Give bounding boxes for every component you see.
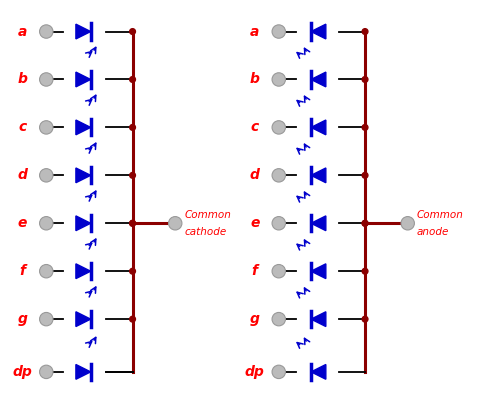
Text: g: g: [250, 312, 260, 326]
Polygon shape: [76, 168, 90, 183]
Circle shape: [40, 264, 53, 278]
Text: b: b: [250, 72, 260, 86]
Polygon shape: [76, 264, 90, 279]
Polygon shape: [76, 365, 90, 379]
Text: c: c: [250, 121, 259, 134]
Text: Common: Common: [417, 210, 464, 220]
Circle shape: [130, 221, 136, 226]
Circle shape: [401, 216, 414, 230]
Circle shape: [272, 365, 285, 379]
Polygon shape: [76, 24, 90, 39]
Circle shape: [40, 313, 53, 326]
Polygon shape: [311, 264, 326, 279]
Text: d: d: [250, 169, 260, 183]
Text: Common: Common: [184, 210, 231, 220]
Circle shape: [362, 221, 368, 226]
Polygon shape: [311, 216, 326, 230]
Circle shape: [40, 25, 53, 38]
Circle shape: [130, 28, 136, 34]
Text: a: a: [250, 24, 260, 38]
Circle shape: [130, 221, 136, 226]
Text: anode: anode: [417, 227, 449, 237]
Circle shape: [362, 125, 368, 130]
Circle shape: [40, 73, 53, 86]
Circle shape: [362, 316, 368, 322]
Circle shape: [40, 365, 53, 379]
Polygon shape: [311, 72, 326, 87]
Text: f: f: [20, 264, 26, 278]
Polygon shape: [311, 24, 326, 39]
Circle shape: [272, 264, 285, 278]
Circle shape: [168, 216, 182, 230]
Circle shape: [362, 76, 368, 82]
Polygon shape: [311, 120, 326, 135]
Polygon shape: [311, 365, 326, 379]
Circle shape: [130, 268, 136, 274]
Circle shape: [130, 173, 136, 178]
Circle shape: [272, 121, 285, 134]
Polygon shape: [311, 168, 326, 183]
Circle shape: [272, 216, 285, 230]
Circle shape: [272, 169, 285, 182]
Circle shape: [40, 121, 53, 134]
Circle shape: [130, 76, 136, 82]
Circle shape: [272, 313, 285, 326]
Text: d: d: [18, 169, 27, 183]
Text: dp: dp: [12, 365, 32, 379]
Text: f: f: [252, 264, 258, 278]
Polygon shape: [76, 216, 90, 230]
Circle shape: [362, 173, 368, 178]
Text: b: b: [18, 72, 27, 86]
Text: a: a: [18, 24, 27, 38]
Text: dp: dp: [245, 365, 264, 379]
Circle shape: [40, 169, 53, 182]
Text: e: e: [18, 216, 27, 230]
Text: c: c: [18, 121, 26, 134]
Text: g: g: [18, 312, 27, 326]
Circle shape: [362, 28, 368, 34]
Polygon shape: [311, 312, 326, 327]
Polygon shape: [76, 72, 90, 87]
Circle shape: [40, 216, 53, 230]
Polygon shape: [76, 120, 90, 135]
Circle shape: [362, 221, 368, 226]
Circle shape: [130, 125, 136, 130]
Circle shape: [272, 73, 285, 86]
Text: e: e: [250, 216, 260, 230]
Text: cathode: cathode: [184, 227, 226, 237]
Circle shape: [272, 25, 285, 38]
Circle shape: [362, 268, 368, 274]
Polygon shape: [76, 312, 90, 327]
Circle shape: [130, 316, 136, 322]
